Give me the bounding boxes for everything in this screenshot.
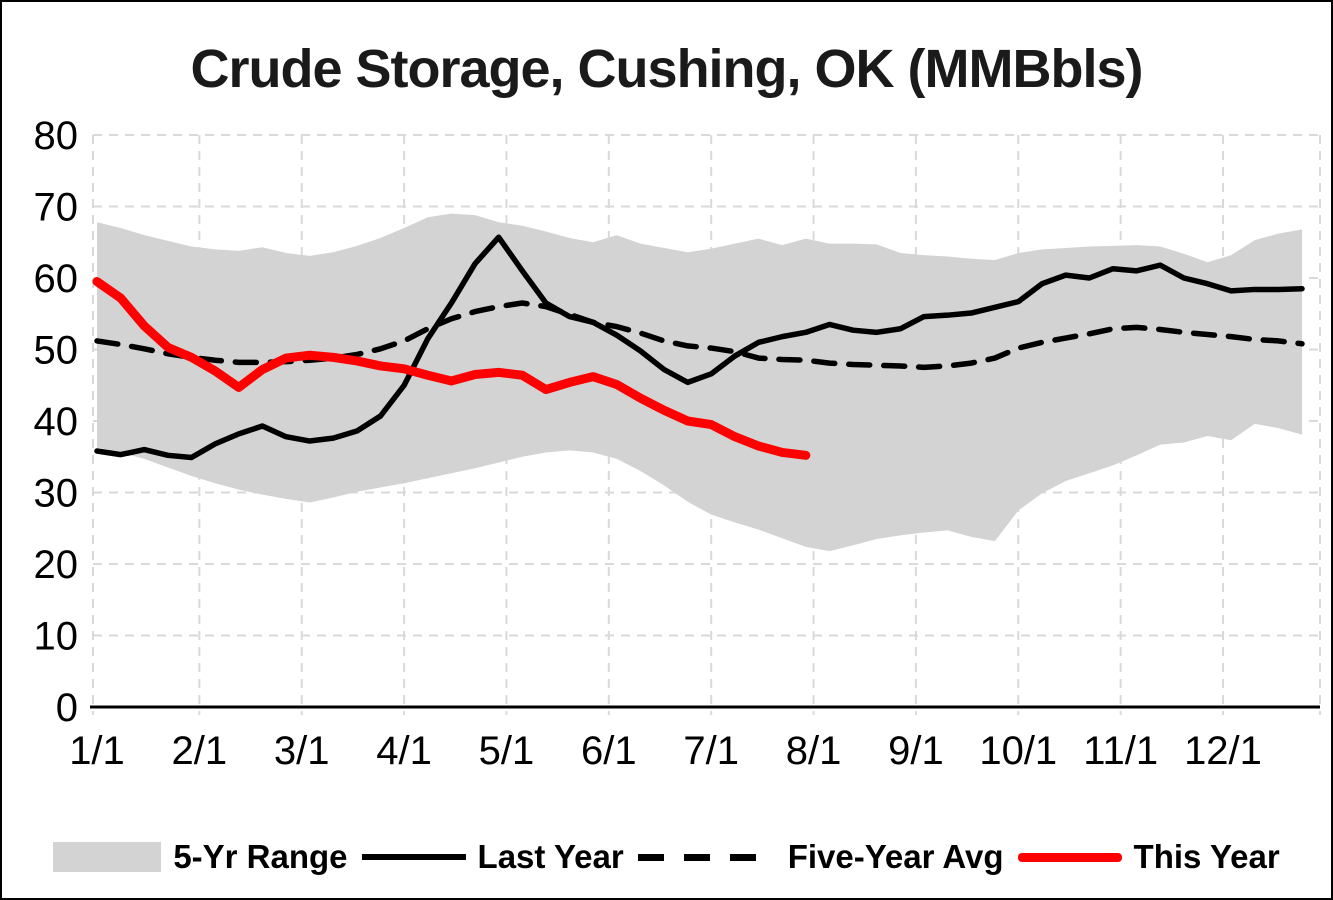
Last Year xyxy=(94,234,1305,461)
svg-text:8/1: 8/1 xyxy=(786,729,842,773)
svg-text:70: 70 xyxy=(34,186,79,230)
svg-text:2/1: 2/1 xyxy=(172,729,228,773)
svg-text:50: 50 xyxy=(34,329,79,373)
svg-text:3/1: 3/1 xyxy=(274,729,330,773)
This Year xyxy=(92,277,811,460)
svg-text:80: 80 xyxy=(34,114,79,158)
legend-label-avg: Five-Year Avg xyxy=(787,838,1004,875)
svg-text:0: 0 xyxy=(56,686,78,730)
svg-text:11/1: 11/1 xyxy=(1083,729,1158,773)
svg-text:40: 40 xyxy=(34,400,79,444)
svg-text:4/1: 4/1 xyxy=(376,729,432,773)
chart-legend: 5-Yr Range Last Year Five-Year Avg This … xyxy=(2,838,1331,876)
dashed-line-swatch-icon xyxy=(637,853,776,861)
legend-label-range: 5-Yr Range xyxy=(173,838,348,875)
svg-text:1/1: 1/1 xyxy=(69,729,125,773)
svg-text:9/1: 9/1 xyxy=(888,729,944,773)
range-band-swatch-icon xyxy=(53,842,162,872)
svg-text:30: 30 xyxy=(34,472,79,516)
svg-text:5/1: 5/1 xyxy=(479,729,535,773)
chart-title: Crude Storage, Cushing, OK (MMBbls) xyxy=(190,39,1143,99)
svg-text:10: 10 xyxy=(34,615,79,659)
legend-item-avg: Five-Year Avg xyxy=(637,838,1004,876)
svg-text:12/1: 12/1 xyxy=(1184,729,1262,773)
legend-item-this-year: This Year xyxy=(1017,838,1280,876)
svg-text:20: 20 xyxy=(34,543,79,587)
red-line-swatch-icon xyxy=(1017,852,1122,862)
legend-label-last-year: Last Year xyxy=(477,838,624,875)
svg-text:60: 60 xyxy=(34,257,79,301)
legend-item-last-year: Last Year xyxy=(361,838,624,876)
five-year-range-band xyxy=(97,213,1302,552)
solid-line-swatch-icon xyxy=(361,854,466,860)
svg-text:10/1: 10/1 xyxy=(979,729,1057,773)
Five-Year Avg xyxy=(94,300,1305,371)
svg-text:7/1: 7/1 xyxy=(683,729,739,773)
svg-text:6/1: 6/1 xyxy=(581,729,637,773)
legend-label-this-year: This Year xyxy=(1133,838,1280,875)
legend-item-range: 5-Yr Range xyxy=(53,838,348,876)
